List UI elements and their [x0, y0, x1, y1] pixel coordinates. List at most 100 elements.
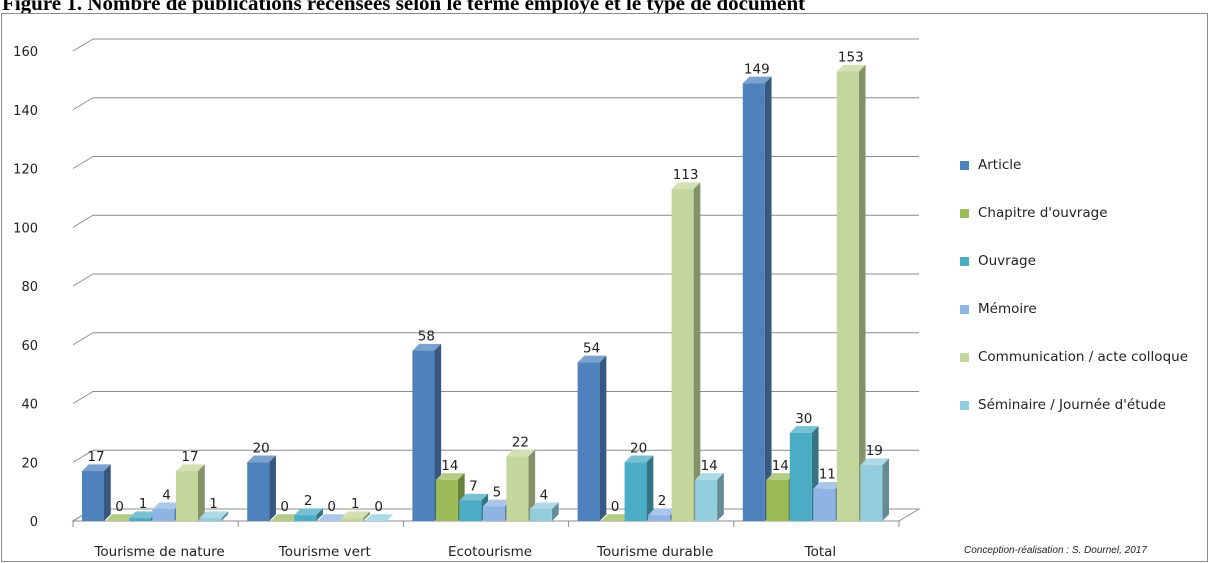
legend-label: Chapitre d'ouvrage [978, 205, 1108, 221]
bar-top-chapitre-d-ouvrage-total [766, 473, 796, 480]
data-label-seminaire-journee-d-etude-tourisme-durable: 14 [701, 458, 718, 474]
bar-seminaire-journee-d-etude-total [860, 465, 883, 521]
bar-article-total [742, 83, 765, 521]
bar-top-article-tourisme-durable [577, 355, 607, 363]
data-label-communication-acte-colloque-total: 153 [838, 50, 864, 66]
bar-side-ouvrage-tourisme-vert [316, 508, 323, 521]
bar-ouvrage-ecotourisme [459, 500, 482, 521]
bar-top-communication-acte-colloque-ecotourisme [506, 449, 536, 457]
bar-memoire-tourisme-durable [648, 515, 671, 521]
y-tick-label: 0 [30, 515, 38, 530]
bar-top-ouvrage-tourisme-durable [624, 455, 654, 463]
bar-ouvrage-tourisme-vert [294, 515, 317, 521]
y-tick-label: 140 [13, 104, 38, 119]
legend-swatch [960, 256, 969, 266]
data-label-memoire-total: 11 [819, 467, 836, 483]
data-label-article-tourisme-durable: 54 [583, 340, 600, 356]
data-label-chapitre-d-ouvrage-total: 14 [772, 458, 789, 474]
bar-top-ouvrage-ecotourisme [459, 493, 489, 501]
legend-label: Mémoire [978, 301, 1037, 317]
legend-swatch [960, 304, 969, 314]
data-label-memoire-ecotourisme: 5 [493, 484, 502, 500]
bar-top-chapitre-d-ouvrage-tourisme-durable [601, 514, 630, 521]
data-label-communication-acte-colloque-tourisme-vert: 1 [351, 496, 360, 512]
bar-article-ecotourisme [412, 350, 435, 521]
bar-top-seminaire-journee-d-etude-tourisme-durable [695, 473, 724, 480]
legend-swatch [960, 160, 969, 170]
bar-top-seminaire-journee-d-etude-tourisme-vert [364, 514, 394, 521]
bar-side-communication-acte-colloque-total [858, 64, 866, 521]
legend-item-memoire: Mémoire [960, 298, 1037, 320]
legend-item-chapitre-d-ouvrage: Chapitre d'ouvrage [960, 202, 1108, 224]
bar-top-memoire-tourisme-de-nature [152, 502, 182, 510]
data-label-communication-acte-colloque-tourisme-de-nature: 17 [181, 449, 198, 465]
bar-top-communication-acte-colloque-tourisme-de-nature [176, 464, 205, 472]
data-label-article-tourisme-de-nature: 17 [87, 449, 104, 465]
bar-top-seminaire-journee-d-etude-total [860, 458, 890, 466]
bar-article-tourisme-de-nature [82, 471, 104, 521]
bar-top-communication-acte-colloque-tourisme-durable [671, 182, 701, 190]
data-label-memoire-tourisme-de-nature: 4 [162, 487, 171, 503]
gridline-depth [72, 156, 94, 169]
bar-top-chapitre-d-ouvrage-ecotourisme [435, 473, 465, 480]
bar-communication-acte-colloque-tourisme-durable [671, 189, 694, 521]
data-label-seminaire-journee-d-etude-tourisme-de-nature: 1 [209, 496, 218, 512]
bar-side-seminaire-journee-d-etude-tourisme-de-nature [221, 511, 229, 521]
data-label-memoire-tourisme-vert: 0 [327, 499, 336, 515]
bar-chapitre-d-ouvrage-total [766, 479, 789, 521]
x-tick-label: Total [804, 544, 837, 560]
bar-seminaire-journee-d-etude-tourisme-durable [695, 479, 718, 521]
y-tick-label: 20 [21, 456, 38, 471]
gridline-depth [72, 214, 94, 228]
bar-communication-acte-colloque-ecotourisme [506, 456, 529, 521]
bar-ouvrage-total [789, 432, 812, 521]
gridline-depth [72, 332, 94, 346]
x-tick-label: Tourisme durable [596, 544, 713, 560]
bar-memoire-tourisme-de-nature [152, 509, 175, 521]
data-label-seminaire-journee-d-etude-total: 19 [866, 443, 883, 459]
bar-side-article-total [764, 76, 772, 521]
bar-side-ouvrage-tourisme-durable [646, 455, 654, 521]
credit-text: Conception-réalisation : S. Dournel, 201… [964, 545, 1147, 556]
data-label-communication-acte-colloque-tourisme-durable: 113 [673, 167, 699, 183]
bar-top-chapitre-d-ouvrage-tourisme-de-nature [105, 514, 135, 521]
data-label-seminaire-journee-d-etude-ecotourisme: 4 [540, 487, 549, 503]
bar-side-article-tourisme-durable [599, 355, 607, 521]
y-tick-label: 120 [13, 163, 38, 178]
x-tick-label: Tourisme vert [278, 544, 371, 560]
y-tick-label: 160 [13, 45, 38, 60]
bar-side-communication-acte-colloque-tourisme-durable [693, 182, 701, 521]
bar-side-article-tourisme-vert [269, 455, 276, 521]
bar-top-article-ecotourisme [412, 343, 442, 351]
legend-label: Ouvrage [978, 253, 1036, 269]
bar-seminaire-journee-d-etude-tourisme-de-nature [199, 518, 222, 521]
legend-label: Séminaire / Journée d'étude [978, 397, 1166, 413]
legend-label: Article [978, 157, 1022, 173]
bar-memoire-total [813, 488, 836, 521]
bar-side-seminaire-journee-d-etude-ecotourisme [551, 502, 559, 521]
gridline-depth [72, 273, 94, 287]
legend-swatch [960, 400, 969, 410]
data-label-article-total: 149 [744, 61, 770, 77]
data-label-article-ecotourisme: 58 [418, 329, 435, 345]
data-label-ouvrage-tourisme-vert: 2 [304, 493, 313, 509]
bar-top-ouvrage-total [789, 426, 819, 433]
gridline-depth [72, 38, 94, 52]
legend-item-article: Article [960, 154, 1021, 176]
gridline-depth [72, 97, 94, 111]
bar-top-ouvrage-tourisme-de-nature [129, 511, 158, 519]
bar-side-seminaire-journee-d-etude-tourisme-durable [717, 473, 724, 521]
y-tick-label: 40 [21, 398, 38, 413]
bar-side-article-tourisme-de-nature [104, 464, 111, 521]
bar-top-chapitre-d-ouvrage-tourisme-vert [270, 514, 300, 521]
legend-item-seminaire-journee-d-etude: Séminaire / Journée d'étude [960, 394, 1166, 416]
data-label-communication-acte-colloque-ecotourisme: 22 [512, 434, 529, 450]
bar-top-memoire-ecotourisme [482, 499, 512, 507]
data-label-ouvrage-tourisme-de-nature: 1 [139, 496, 148, 512]
data-label-article-tourisme-vert: 20 [253, 440, 270, 456]
data-label-seminaire-journee-d-etude-tourisme-vert: 0 [374, 499, 383, 515]
legend-swatch [960, 352, 969, 362]
bar-chapitre-d-ouvrage-ecotourisme [435, 479, 458, 521]
bar-article-tourisme-vert [247, 462, 270, 521]
